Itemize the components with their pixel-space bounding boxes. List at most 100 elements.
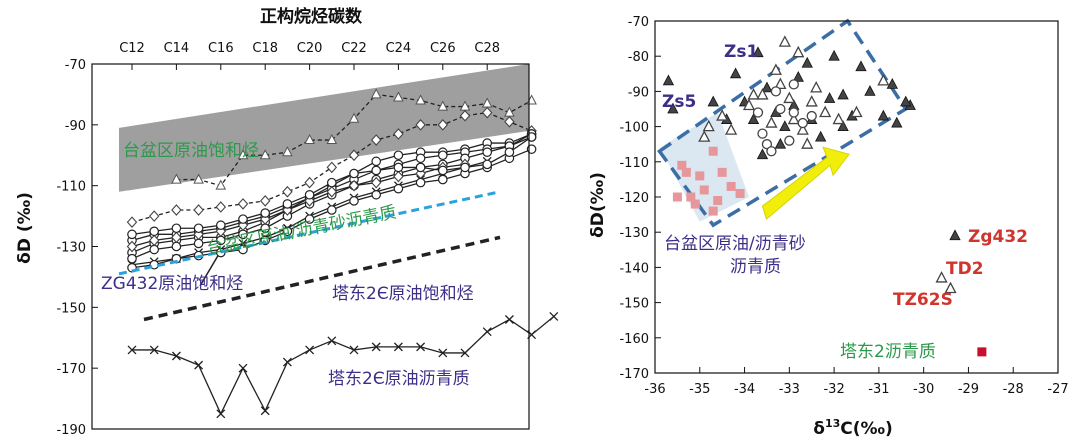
point-filled-triangle (949, 229, 961, 241)
point-diamond (481, 106, 493, 119)
point-filled-square (695, 171, 705, 181)
point-filled-triangle (877, 109, 890, 121)
point-x (549, 311, 559, 321)
point-open-triangle (702, 119, 715, 132)
point-filled-square (708, 206, 718, 216)
point-circle (482, 147, 492, 158)
label-platform-oil-sand: 台盆区原油/沥青砂 (664, 234, 806, 254)
tadong-saturates-guide (143, 235, 501, 322)
x-tick-label: -28 (1003, 382, 1024, 397)
trend-arrow (761, 146, 850, 220)
x-tick-label: -31 (868, 382, 889, 397)
x-tick-label: -36 (644, 382, 665, 397)
point-filled-square (686, 192, 696, 202)
series-2 (126, 106, 537, 228)
point-circle (193, 223, 204, 234)
point-open-circle (806, 110, 817, 122)
point-open-triangle (805, 95, 818, 107)
point-filled-triangle (747, 113, 760, 124)
point-circle (437, 174, 448, 185)
point-diamond (148, 234, 160, 247)
oil-sand-shading (659, 112, 750, 222)
right-axis-ticks: -36 -35 -34 -33 -32 -31 -30 -29 -28 -27 -70 -80 -90 -… (619, 15, 1068, 397)
point-circle (304, 214, 315, 224)
point-circle (415, 177, 426, 188)
point-filled-square (677, 160, 687, 170)
point-circle (371, 165, 381, 176)
y-tick-label: -110 (619, 156, 649, 171)
label-zg432: Zg432 (968, 227, 1028, 247)
label-tz62s: TZ62S (893, 290, 953, 310)
point-circle (326, 177, 337, 188)
y-tick-label: -90 (65, 119, 86, 134)
x-tick-label: -32 (823, 382, 844, 397)
point-open-triangle (747, 88, 760, 100)
left-guides (118, 190, 501, 322)
point-x (349, 345, 359, 355)
scatter-series-4 (977, 347, 987, 357)
point-filled-triangle (837, 88, 849, 100)
point-diamond (326, 185, 338, 198)
point-filled-triangle (823, 92, 836, 103)
point-filled-square (672, 192, 682, 202)
point-open-triangle (944, 281, 957, 294)
point-filled-triangle (756, 148, 769, 160)
x-tick-label: C18 (252, 41, 278, 56)
point-circle (326, 205, 337, 215)
point-diamond (237, 198, 249, 210)
point-x (171, 351, 181, 361)
x-tick-label: -29 (958, 382, 979, 397)
point-circle (149, 244, 159, 255)
point-circle (504, 147, 515, 158)
point-filled-triangle (815, 130, 827, 142)
point-circle (171, 223, 182, 234)
point-triangle (393, 91, 404, 102)
right-plot-frame (654, 20, 1059, 374)
point-open-triangle (765, 116, 778, 128)
point-open-triangle (725, 123, 738, 135)
point-open-triangle (787, 112, 800, 125)
point-circle (460, 162, 470, 173)
point-triangle (193, 173, 204, 184)
right-decorations (657, 18, 909, 228)
label-asphaltene: 沥青质 (730, 257, 781, 277)
point-circle (149, 226, 159, 237)
point-circle (238, 214, 248, 224)
point-diamond (348, 179, 360, 192)
label-tadong2-asphaltene: 塔东2沥青质 (840, 342, 936, 362)
y-tick-label: -140 (619, 261, 649, 276)
point-open-circle (784, 135, 795, 146)
right-y-axis-label: δD(‰) (588, 172, 608, 238)
point-diamond (126, 216, 138, 228)
y-tick-label: -70 (628, 15, 649, 30)
x-tick-label: C24 (386, 41, 412, 56)
scatter-series-3 (672, 146, 745, 216)
point-filled-triangle (792, 70, 804, 82)
point-filled-triangle (752, 46, 764, 58)
point-open-triangle (832, 112, 845, 125)
point-circle (282, 199, 293, 209)
point-x (127, 345, 137, 355)
point-diamond (171, 204, 182, 216)
point-filled-triangle (774, 137, 787, 149)
x-tick-label: -27 (1047, 382, 1068, 397)
point-open-circle (752, 107, 764, 118)
point-circle (437, 150, 448, 161)
point-open-circle (788, 107, 799, 118)
y-tick-label: -110 (56, 180, 86, 195)
point-filled-triangle (707, 95, 719, 107)
point-triangle (282, 146, 293, 157)
point-filled-square (708, 146, 718, 156)
point-triangle (326, 133, 338, 145)
point-diamond (370, 134, 382, 146)
left-plot-frame (91, 63, 530, 430)
right-points (662, 35, 987, 357)
point-circle (304, 189, 315, 200)
point-filled-triangle (900, 95, 912, 107)
y-tick-label: -150 (619, 297, 649, 312)
point-x (216, 409, 226, 419)
x-tick-label: C20 (297, 41, 323, 56)
point-circle (282, 226, 293, 237)
point-filled-square (713, 196, 723, 206)
